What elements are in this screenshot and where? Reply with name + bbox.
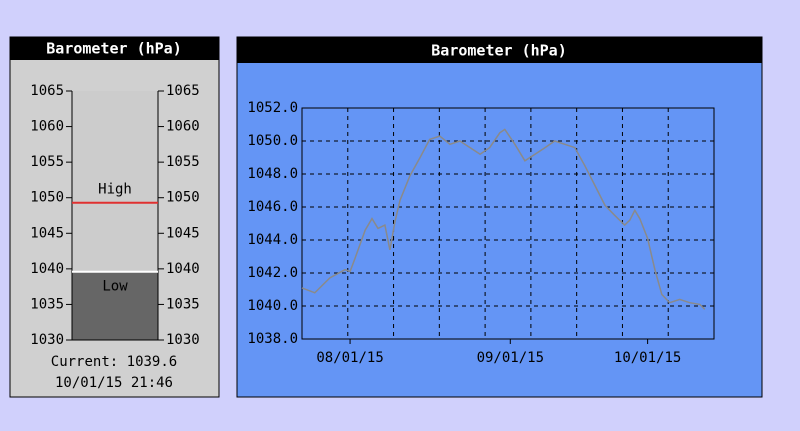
y-tick-label: 1060 xyxy=(30,119,64,135)
y-tick-label: 1065 xyxy=(30,83,64,99)
y-tick-label: 1050 xyxy=(30,190,64,206)
y-tick-label: 1044.0 xyxy=(247,232,298,248)
marker-label: High xyxy=(98,182,132,198)
y-tick-label: 1050 xyxy=(166,190,200,206)
y-tick-label: 1040 xyxy=(166,261,200,277)
chart-title: Barometer (hPa) xyxy=(431,42,566,60)
y-tick-label: 1052.0 xyxy=(247,100,298,116)
y-tick-label: 1042.0 xyxy=(247,265,298,281)
x-tick-label: 09/01/15 xyxy=(477,350,544,366)
gauge-title: Barometer (hPa) xyxy=(46,40,181,58)
y-tick-label: 1055 xyxy=(30,154,64,170)
marker-label: Low xyxy=(102,279,128,295)
y-tick-label: 1035 xyxy=(30,296,64,312)
x-tick-label: 08/01/15 xyxy=(316,350,383,366)
gauge-title-bar xyxy=(10,37,219,60)
y-tick-label: 1040.0 xyxy=(247,298,298,314)
y-tick-label: 1060 xyxy=(166,119,200,135)
y-tick-label: 1046.0 xyxy=(247,199,298,215)
gauge-fill xyxy=(72,271,158,340)
y-tick-label: 1040 xyxy=(30,261,64,277)
y-tick-label: 1055 xyxy=(166,154,200,170)
y-tick-label: 1035 xyxy=(166,296,200,312)
x-tick-label: 10/01/15 xyxy=(614,350,681,366)
current-number: 1039.6 xyxy=(127,354,178,370)
y-tick-label: 1045 xyxy=(30,225,64,241)
current-label: Current: xyxy=(51,354,118,370)
y-tick-label: 1065 xyxy=(166,83,200,99)
chart-panel xyxy=(236,36,763,398)
plot-frame xyxy=(301,107,715,340)
chart-title-bar xyxy=(237,37,762,63)
data-line xyxy=(301,128,706,310)
y-tick-label: 1050.0 xyxy=(247,133,298,149)
timestamp: 10/01/15 21:46 xyxy=(55,375,173,391)
y-tick-label: 1030 xyxy=(166,332,200,348)
y-tick-label: 1030 xyxy=(30,332,64,348)
y-tick-label: 1045 xyxy=(166,225,200,241)
y-tick-label: 1048.0 xyxy=(247,166,298,182)
current-value: Current: 1039.6 xyxy=(51,354,177,370)
y-tick-label: 1038.0 xyxy=(247,331,298,347)
